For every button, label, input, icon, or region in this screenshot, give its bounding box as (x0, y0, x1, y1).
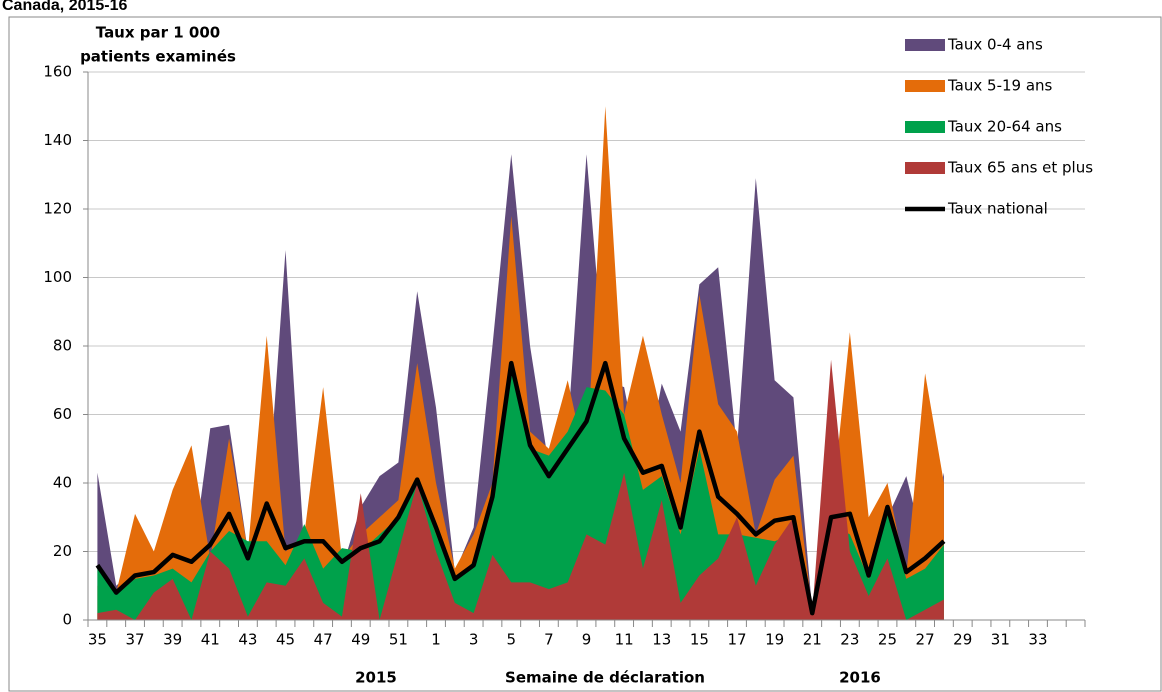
y-tick-label: 120 (43, 200, 72, 218)
x-axis-title: Semaine de déclaration (505, 669, 705, 687)
x-tick-label: 51 (389, 631, 408, 649)
legend-swatch (905, 162, 945, 174)
year-label: 2015 (355, 669, 397, 687)
legend-swatch (905, 121, 945, 133)
x-tick-label: 39 (163, 631, 182, 649)
year-label: 2016 (839, 669, 881, 687)
x-tick-label: 9 (582, 631, 592, 649)
y-axis-title: Taux par 1 000 (96, 24, 220, 42)
legend-label: Taux 65 ans et plus (947, 159, 1093, 177)
x-tick-label: 13 (652, 631, 671, 649)
x-tick-label: 21 (803, 631, 822, 649)
x-tick-label: 15 (690, 631, 709, 649)
x-tick-label: 7 (544, 631, 554, 649)
y-axis-title: patients examinés (80, 48, 236, 66)
x-tick-label: 19 (765, 631, 784, 649)
x-tick-label: 5 (506, 631, 516, 649)
y-tick-label: 40 (53, 474, 72, 492)
x-tick-label: 37 (125, 631, 144, 649)
chart-title: Canada, 2015-16 (2, 0, 128, 14)
x-tick-label: 27 (916, 631, 935, 649)
x-tick-label: 3 (469, 631, 479, 649)
legend-label: Taux 0-4 ans (947, 36, 1043, 54)
x-tick-label: 17 (727, 631, 746, 649)
x-tick-label: 49 (351, 631, 370, 649)
legend-label: Taux 20-64 ans (947, 118, 1062, 136)
area (97, 106, 944, 620)
x-tick-label: 35 (88, 631, 107, 649)
x-tick-label: 23 (840, 631, 859, 649)
x-tick-label: 11 (615, 631, 634, 649)
y-tick-label: 60 (53, 405, 72, 423)
legend-swatch (905, 80, 945, 92)
y-tick-label: 80 (53, 337, 72, 355)
area (97, 359, 944, 620)
x-tick-label: 29 (953, 631, 972, 649)
y-tick-label: 160 (43, 63, 72, 81)
y-tick-label: 20 (53, 542, 72, 560)
x-tick-label: 41 (201, 631, 220, 649)
x-tick-label: 31 (991, 631, 1010, 649)
x-tick-label: 43 (238, 631, 257, 649)
legend-swatch (905, 39, 945, 51)
y-tick-label: 0 (62, 611, 72, 629)
x-tick-label: 45 (276, 631, 295, 649)
x-tick-label: 47 (314, 631, 333, 649)
y-tick-label: 100 (43, 268, 72, 286)
x-tick-label: 25 (878, 631, 897, 649)
y-tick-label: 140 (43, 131, 72, 149)
line (95, 360, 946, 616)
legend-label: Taux national (947, 200, 1048, 218)
x-tick-label: 33 (1028, 631, 1047, 649)
x-tick-label: 1 (431, 631, 441, 649)
legend-label: Taux 5-19 ans (947, 77, 1053, 95)
